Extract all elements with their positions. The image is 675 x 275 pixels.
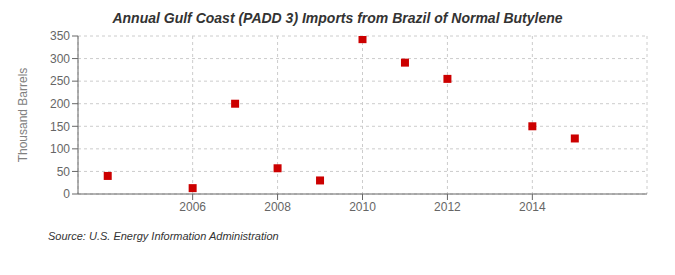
svg-text:0: 0 — [63, 187, 70, 201]
svg-text:250: 250 — [50, 74, 70, 88]
svg-text:150: 150 — [50, 120, 70, 134]
svg-text:2014: 2014 — [519, 200, 546, 214]
svg-text:50: 50 — [57, 165, 71, 179]
svg-text:2012: 2012 — [434, 200, 461, 214]
svg-text:200: 200 — [50, 97, 70, 111]
svg-text:300: 300 — [50, 52, 70, 66]
svg-text:2010: 2010 — [349, 200, 376, 214]
html-text:Annual Gulf Coast (PADD 3) Imp: Annual Gulf Coast (PADD 3) Imports from … — [112, 10, 563, 26]
svg-text:100: 100 — [50, 142, 70, 156]
svg-text:350: 350 — [50, 29, 70, 43]
html-text:Source: U.S. Energy Informatio: Source: U.S. Energy Information Administ… — [48, 230, 279, 242]
svg-text:2006: 2006 — [179, 200, 206, 214]
svg-text:2008: 2008 — [264, 200, 291, 214]
svg-text:Thousand Barrels: Thousand Barrels — [16, 68, 30, 163]
